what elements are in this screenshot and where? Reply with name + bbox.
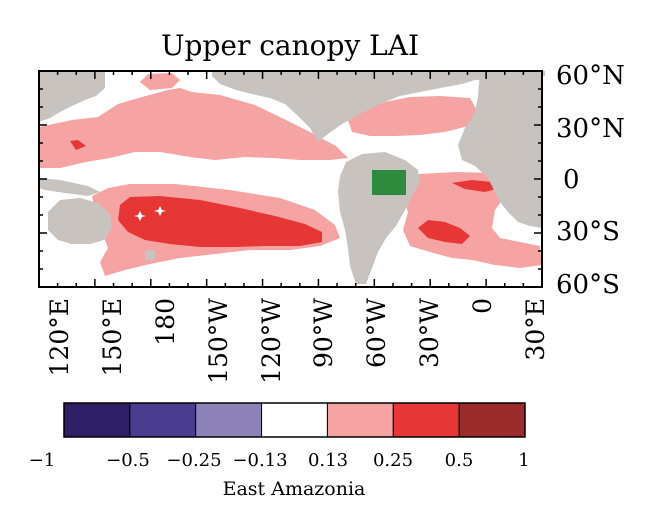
anomaly-strong-positive: [70, 140, 496, 247]
lon-label-0: 0: [468, 298, 497, 314]
lat-label-30n: 30°N: [556, 114, 625, 144]
colorbar-tick-label: −1: [29, 450, 56, 471]
north-america-land: [212, 71, 545, 142]
lat-label-60s: 60°S: [556, 270, 620, 300]
new-zealand-land: [145, 250, 155, 260]
colorbar: −1 −0.5 −0.25 −0.13 0.13 0.25 0.5 1 East…: [29, 402, 530, 500]
longitude-labels: 120°E 150°E 180 150°W 120°W 90°W 60°W 30…: [45, 298, 550, 384]
colorbar-cell: [261, 402, 328, 438]
south-atlantic-red: [418, 220, 470, 244]
significance-marker: [154, 206, 166, 216]
north-pacific-pink: [39, 88, 348, 168]
australia-land: [48, 198, 112, 244]
map-title: Upper canopy LAI: [161, 29, 419, 62]
lon-label-90w: 90°W: [309, 298, 338, 368]
colorbar-tick-label: 1: [518, 450, 529, 471]
colorbar-cell: [458, 402, 526, 438]
map-panel: [38, 70, 545, 288]
lon-label-30w: 30°W: [415, 298, 444, 368]
colorbar-tick-label: 0.5: [445, 450, 474, 471]
south-pacific-red: [118, 196, 322, 247]
colorbar-tick-label: −0.13: [232, 450, 287, 471]
lat-label-eq: 0: [563, 165, 580, 195]
colorbar-tick-label: −0.5: [106, 450, 150, 471]
map-ticks: [38, 70, 543, 288]
colorbar-cells: [63, 402, 526, 438]
lon-label-180: 180: [151, 298, 180, 346]
colorbar-caption: East Amazonia: [223, 478, 366, 500]
colorbar-cell: [195, 402, 263, 438]
lon-label-150e: 150°E: [98, 298, 127, 376]
latitude-labels: 60°N 30°N 0 30°S 60°S: [556, 61, 625, 300]
lon-label-120e: 120°E: [45, 298, 74, 376]
significance-marker: [134, 211, 146, 221]
significance-markers: [134, 206, 166, 221]
colorbar-tick-label: −0.25: [166, 450, 221, 471]
tropical-atlantic-red: [452, 180, 496, 192]
lat-label-60n: 60°N: [556, 61, 625, 91]
colorbar-cell: [63, 402, 131, 438]
colorbar-tick-label: 0.13: [308, 450, 348, 471]
europe-africa-land: [458, 71, 542, 228]
land-masses: [39, 71, 545, 284]
colorbar-frame: [63, 402, 526, 438]
asia-land: [39, 71, 105, 122]
west-pacific-red-spot: [70, 140, 86, 150]
colorbar-cell: [326, 402, 394, 438]
north-atlantic-pink: [348, 96, 478, 136]
colorbar-tick-label: 0.25: [373, 450, 413, 471]
lon-label-120w: 120°W: [257, 298, 286, 384]
lon-label-30e: 30°E: [521, 298, 550, 361]
lon-label-60w: 60°W: [362, 298, 391, 368]
colorbar-cell: [129, 402, 197, 438]
maritime-continent-land: [39, 178, 100, 196]
south-atlantic-pink: [400, 172, 542, 268]
colorbar-tick-labels: −1 −0.5 −0.25 −0.13 0.13 0.25 0.5 1: [29, 450, 530, 471]
lat-label-30s: 30°S: [556, 217, 620, 247]
east-amazonia-forcing-box: [372, 170, 406, 195]
north-pacific-pink-upper: [140, 73, 180, 90]
colorbar-cell: [392, 402, 460, 438]
lon-label-150w: 150°W: [204, 298, 233, 384]
